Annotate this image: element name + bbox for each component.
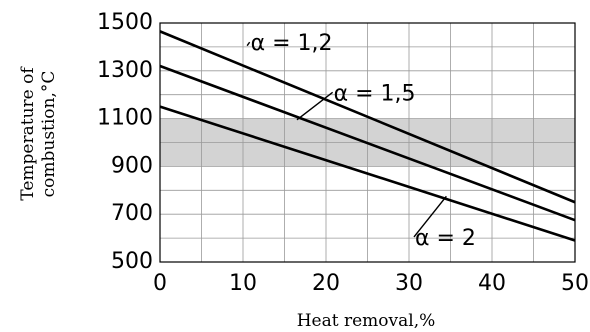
annotation-label-2: α = 1,5 [334,81,416,106]
annotation-label-1: α = 1,2 [251,31,333,56]
annotation-label-3: α = 2 [415,226,476,251]
y-tick-label: 1300 [97,58,153,83]
x-tick-label: 30 [395,271,423,296]
annotation-leader-3 [413,195,447,238]
series-line-2 [159,64,576,222]
plot-frame [159,22,576,263]
y-tick-label: 1100 [97,106,153,131]
x-tick-label: 10 [229,271,257,296]
annotation-leader-1 [246,41,251,47]
x-tick-label: 50 [561,271,589,296]
y-tick-label: 900 [111,153,153,178]
series-line-1 [159,30,576,204]
x-axis-title: Heat removal,% [297,311,436,331]
x-tick-label: 40 [478,271,506,296]
annotation-leader-2 [296,91,334,121]
y-axis-title-line2: combustion,°C [39,71,59,198]
x-tick-label: 20 [312,271,340,296]
series-line-3 [159,105,576,242]
y-tick-label: 1500 [97,10,153,35]
y-tick-label: 500 [111,249,153,274]
y-axis-title-line1: Temperature of [18,66,38,201]
x-tick-label: 0 [153,271,167,296]
y-tick-label: 700 [111,201,153,226]
